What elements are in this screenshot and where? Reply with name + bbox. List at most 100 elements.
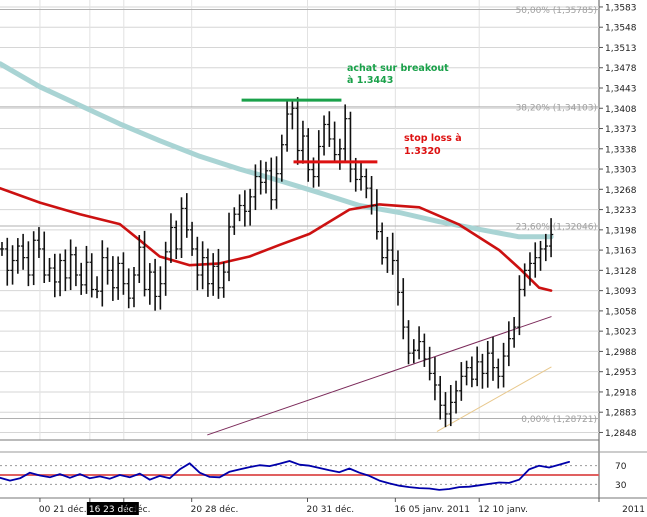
moving-average-line [0,186,553,292]
oscillator-line [0,460,570,491]
price-tick-label: 1,3023 [605,328,637,338]
price-tick-label: 1,3548 [605,24,637,34]
time-tick-label: 4 déc. [123,504,151,515]
ohlc-bar [63,249,68,292]
ohlc-bar [52,253,57,298]
ohlc-bar [543,233,549,262]
ohlc-bar [158,266,163,310]
ohlc-bar [284,99,290,152]
ohlc-bar [89,253,94,298]
ohlc-bar [533,242,538,278]
time-tick-label: 16 23 déc. [89,504,137,515]
ohlc-bar [295,97,300,165]
ohlc-bar [490,336,496,381]
ohlc-bar [395,250,401,306]
ohlc-bar [459,362,464,401]
ohlc-bar [374,189,380,240]
ohlc-bar [168,213,174,263]
fibonacci-level-label: 50,00% (1,35785) [516,6,597,16]
ohlc-bar [448,385,453,427]
ohlc-bar [73,246,79,287]
time-axis: 00 21 déc. 16 23 déc.4 déc. 20 28 déc. 20 3… [39,498,645,515]
moving-average-line [0,61,554,240]
ohlc-bar [105,247,110,285]
ohlc-bar [274,156,279,209]
time-tick-label: 12 10 janv. [478,505,528,515]
ohlc-bar [131,267,137,308]
time-tick-label: 16 05 janv. 2011 [394,505,470,515]
ohlc-bar [100,240,105,307]
ohlc-bar [506,321,512,367]
price-tick-label: 1,3233 [605,206,637,216]
ohlc-bar [406,320,411,365]
ohlc-bar [78,262,84,295]
ohlc-bar [36,227,42,258]
ohlc-bar [416,326,422,360]
ohlc-bar [115,256,121,300]
ohlc-bar [306,128,311,182]
ohlc-bar [226,212,232,282]
price-tick-label: 1,2953 [605,368,637,378]
price-tick-label: 1,3268 [605,186,637,196]
trendline [207,316,552,436]
breakout-price-annotation: à 1.3443 [347,75,393,86]
ohlc-bar [247,188,253,226]
ohlc-bar [511,317,517,348]
ohlc-bar [20,233,26,270]
ohlc-bar [427,346,432,381]
ohlc-bar [195,236,200,291]
trendline [436,366,552,432]
ohlc-bar [253,164,258,211]
price-tick-label: 1,3338 [605,145,637,155]
ohlc-bar [142,230,147,297]
price-tick-label: 1,3303 [605,166,637,176]
time-tick-label: 2011 [622,505,645,515]
price-tick-label: 1,3058 [605,307,637,317]
ohlc-bar [548,218,554,258]
ohlc-bar [300,120,306,164]
ohlc-bar [474,346,480,387]
ohlc-bar [390,232,395,275]
ohlc-bar [57,253,63,297]
ohlc-bar [527,252,533,286]
ohlc-bar [432,357,438,401]
ohlc-bar [258,160,263,195]
ohlc-bar [453,380,459,414]
ohlc-bar [332,121,337,162]
ohlc-bar [443,392,448,428]
price-tick-label: 1,3478 [605,64,637,74]
price-tick-label: 1,2848 [605,429,637,439]
price-tick-label: 1,2883 [605,409,637,419]
ohlc-bar [152,258,158,311]
ohlc-bar [189,221,195,256]
breakout-annotation: achat sur breakout [347,63,449,74]
ohlc-bar [47,257,52,282]
ohlc-bar [348,111,353,183]
ohlc-bar [353,157,358,192]
ohlc-bar [279,134,285,182]
fibonacci-level-label: 23,60% (1,32046) [516,223,597,233]
ohlc-bar [501,342,506,388]
ohlc-bar [385,236,390,273]
ohlc-bar [263,161,269,194]
ohlc-bar [200,241,205,290]
ohlc-bar [216,248,221,299]
oscillator-tick-label: 30 [615,481,627,491]
price-tick-label: 1,3198 [605,226,637,236]
stop-loss-annotation: stop loss à [404,133,462,144]
ohlc-bar [121,252,126,295]
ohlc-bar [422,333,427,367]
ohlc-bar [110,256,116,301]
fibonacci-level-label: 0,00% (1,28721) [521,415,597,425]
ohlc-bar [369,176,374,215]
fibonacci-levels: 50,00% (1,35785) 38,20% (1,34103) 23,60% (… [0,6,599,425]
ohlc-bar [269,157,274,210]
price-tick-label: 1,3093 [605,287,637,297]
ohlc-bar [10,245,15,285]
ohlc-bar [42,231,47,283]
ohlc-bar [147,263,153,305]
ohlc-bar [290,101,295,130]
